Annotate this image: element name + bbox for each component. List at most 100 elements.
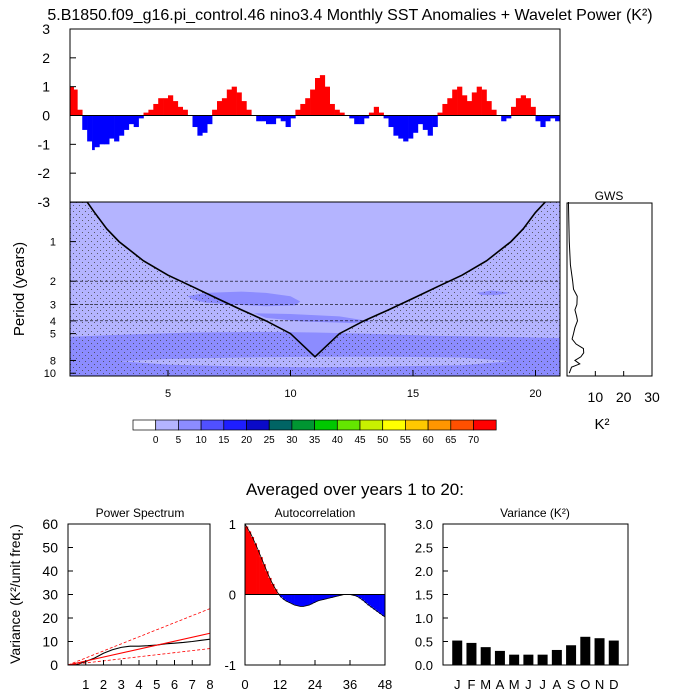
- sst-anomaly-segment: [133, 115, 139, 128]
- sst-anomaly-segment: [525, 98, 531, 116]
- variance-bar: [452, 640, 463, 665]
- sst-anomaly-segment: [329, 103, 335, 116]
- variance-bar: [551, 649, 562, 665]
- period-tick-label: 5: [50, 329, 56, 341]
- sst-anomaly-segment: [241, 101, 247, 116]
- colorbar-label: 30: [286, 435, 298, 446]
- colorbar-label: 50: [377, 435, 389, 446]
- sst-anomaly-segment: [466, 101, 473, 116]
- sst-anomaly-segment: [550, 115, 556, 119]
- variance-y-tick-label: 1.0: [415, 611, 433, 626]
- gws-frame: [566, 202, 653, 377]
- period-axis-label: Period (years): [11, 242, 28, 336]
- variance-y-tick-label: 0.5: [415, 635, 433, 650]
- autocorrelation-x-tick-label: 36: [343, 677, 357, 692]
- colorbar-swatch: [314, 419, 338, 431]
- autocorrelation-segment: [274, 589, 278, 595]
- year-tick-label: 10: [284, 388, 296, 400]
- sst-anomaly-segment: [324, 86, 330, 116]
- sst-anomaly-segment: [398, 115, 404, 139]
- power-spectrum-x-tick-label: 4: [135, 677, 142, 692]
- sst-y-tick-label: 3: [42, 21, 50, 37]
- power-spectrum-y-tick-label: 30: [42, 587, 58, 603]
- sst-anomaly-y-axis: 3 2 1 0 -1 -2 -3: [38, 21, 76, 210]
- sst-anomaly-segment: [172, 101, 179, 116]
- sst-anomaly-segment: [535, 115, 541, 122]
- variance-bar: [480, 647, 491, 665]
- variance-y-tick-label: 1.5: [415, 588, 433, 603]
- autocorrelation-x-tick-label: 24: [308, 677, 322, 692]
- variance-y-tick-label: 0.0: [415, 658, 433, 673]
- variance-bar: [523, 654, 534, 665]
- sst-y-tick-label: -2: [38, 165, 51, 181]
- sst-anomaly-segment: [143, 112, 149, 116]
- year-tick-label: 5: [165, 388, 171, 400]
- power-spectrum-line: [67, 608, 211, 666]
- power-spectrum-line: [67, 632, 211, 666]
- period-tick-label: 4: [50, 316, 56, 328]
- autocorrelation-segment: [271, 583, 275, 595]
- sst-anomaly-segment: [256, 115, 262, 122]
- autocorrelation-y-tick-label: 0: [229, 588, 236, 603]
- autocorrelation-y-tick-label: -1: [224, 658, 236, 673]
- sst-anomaly-segment: [417, 115, 424, 125]
- autocorrelation-segment: [379, 594, 383, 614]
- sst-anomaly-segment: [315, 78, 321, 116]
- variance-bar: [566, 645, 577, 665]
- colorbar: 0 5 10 15 20 25 30 35 40 45 50 55 60 65 70: [132, 419, 497, 446]
- variance-y-tick-label: 2.0: [415, 564, 433, 579]
- autocorrelation-segment: [367, 594, 371, 606]
- autocorrelation-segment: [338, 594, 342, 596]
- sst-anomaly-segment: [138, 115, 144, 119]
- power-spectrum-frame: [67, 523, 211, 666]
- colorbar-swatch: [405, 419, 429, 431]
- sst-anomaly-segment: [447, 98, 453, 116]
- variance-bar: [494, 650, 505, 665]
- sst-anomaly-segment: [82, 115, 88, 130]
- sst-anomaly-panel: 3 2 1 0 -1 -2 -3: [38, 21, 561, 210]
- sst-anomaly-segment: [123, 115, 130, 130]
- variance-bar: [537, 654, 548, 665]
- sst-anomaly-segment: [153, 103, 159, 116]
- power-spectrum-axes: 0 10 20 30 40 50 60 1 2 3 4 5 6 7 8: [42, 516, 213, 692]
- sst-anomaly-segment: [236, 92, 242, 116]
- sst-anomaly-segment: [305, 98, 311, 116]
- power-spectrum-y-label: Variance (K²/unit freq.): [7, 524, 23, 664]
- sst-anomaly-segment: [457, 86, 463, 116]
- colorbar-label: 70: [468, 435, 480, 446]
- autocorrelation-segment: [294, 594, 298, 606]
- autocorrelation-segment: [332, 594, 336, 597]
- sst-anomaly-segment: [270, 115, 277, 125]
- colorbar-label: 10: [196, 435, 208, 446]
- variance-month-label: J: [525, 677, 532, 692]
- year-tick-label: 20: [529, 388, 541, 400]
- power-spectrum-x-tick-label: 6: [171, 677, 178, 692]
- colorbar-swatch: [246, 419, 270, 431]
- power-spectrum-y-tick-label: 0: [50, 657, 58, 673]
- sst-anomaly-segment: [300, 103, 306, 116]
- autocorrelation-series: [244, 523, 386, 618]
- variance-axes: 0.00.51.01.52.02.53.0J F M A M J J A S O N D: [415, 517, 619, 692]
- autocorrelation-segment: [376, 594, 380, 612]
- colorbar-label: 0: [153, 435, 159, 446]
- variance-month-label: J: [539, 677, 546, 692]
- sst-anomaly-segment: [109, 115, 115, 139]
- sst-anomaly-segment: [212, 109, 218, 116]
- sst-anomaly-segment: [221, 98, 228, 116]
- colorbar-swatch: [450, 419, 474, 431]
- power-spectrum-x-tick-label: 5: [153, 677, 160, 692]
- variance-panel: Variance (K²) 0.00.51.01.52.02.53.0J F M A M…: [415, 506, 629, 692]
- sst-anomaly-segment: [408, 115, 414, 139]
- sst-anomaly-segment: [163, 98, 169, 116]
- sst-anomaly-segment: [73, 89, 78, 116]
- autocorrelation-y-tick-label: 1: [229, 517, 236, 532]
- cone-hatch-region: [70, 202, 560, 376]
- power-spectrum-x-tick-label: 8: [206, 677, 213, 692]
- variance-month-label: A: [496, 677, 505, 692]
- autocorrelation-segment: [355, 594, 360, 597]
- autocorrelation-segment: [253, 543, 257, 595]
- colorbar-label: 65: [445, 435, 457, 446]
- gws-title: GWS: [595, 189, 624, 203]
- colorbar-label: 35: [309, 435, 321, 446]
